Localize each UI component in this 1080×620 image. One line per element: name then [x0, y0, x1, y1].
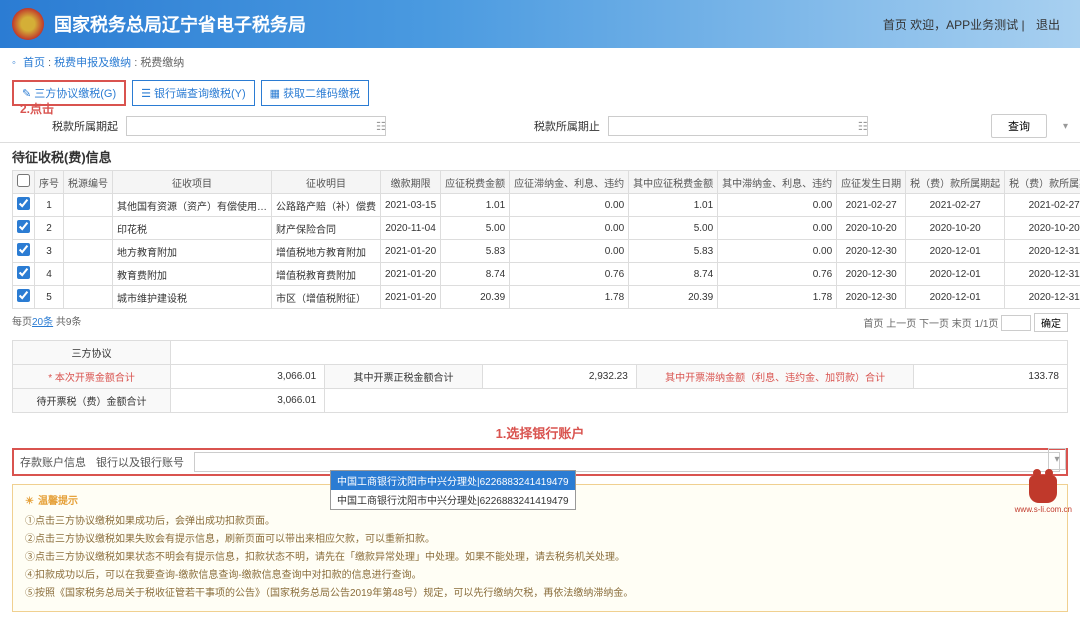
hint-line: ⑤按照《国家税务总局关于税收征管若干事项的公告》（国家税务总局公告2019年第4…: [25, 585, 1055, 603]
welcome-text: 首页 欢迎，APP业务测试 |: [883, 18, 1025, 32]
row-checkbox[interactable]: [17, 220, 30, 233]
select-all-checkbox[interactable]: [17, 174, 30, 187]
table-row: 3地方教育附加增值税地方教育附加 2021-01-205.830.005.830…: [13, 240, 1080, 263]
pending-invoice-value: 3,066.01: [171, 389, 325, 413]
table-header: 征收明目: [272, 171, 381, 194]
table-header: 缴款期限: [381, 171, 441, 194]
hint-line: ①点击三方协议缴税如果成功后，会弹出成功扣款页面。: [25, 513, 1055, 531]
table-header: 征收项目: [113, 171, 272, 194]
page-input[interactable]: [1001, 315, 1031, 331]
pending-invoice-label: 待开票税（费）金额合计: [13, 389, 171, 413]
row-checkbox[interactable]: [17, 266, 30, 279]
table-header: 应征发生日期: [837, 171, 906, 194]
bank-dropdown-trigger[interactable]: ▾: [1048, 448, 1066, 470]
row-checkbox[interactable]: [17, 289, 30, 302]
table-header: 其中滞纳金、利息、违约: [718, 171, 837, 194]
app-title: 国家税务总局辽宁省电子税务局: [54, 11, 306, 37]
table-header: 应征滞纳金、利息、违约: [510, 171, 629, 194]
table-row: 2印花税财产保险合同 2020-11-045.000.005.000.00 20…: [13, 217, 1080, 240]
tax-table-wrap: 序号税源编号征收项目征收明目缴款期限应征税费金额应征滞纳金、利息、违约其中应征税…: [0, 170, 1080, 309]
period-to-label: 税款所属期止: [534, 118, 600, 134]
calendar-icon[interactable]: ☷: [858, 120, 868, 133]
total-invoice-value: 3,066.01: [171, 365, 325, 389]
tab-qrcode[interactable]: ▦获取二维码缴税: [261, 80, 369, 106]
table-row: 1其他国有资源（资产）有偿使用…公路路产赔（补）偿费 2021-03-151.0…: [13, 194, 1080, 217]
hint-line: ④扣款成功以后，可以在我要查询-缴款信息查询-缴款信息查询中对扣款的信息进行查询…: [25, 567, 1055, 585]
table-header: 税源编号: [64, 171, 113, 194]
row-checkbox[interactable]: [17, 243, 30, 256]
logout-link[interactable]: 退出: [1036, 18, 1060, 32]
corner-url: www.s-li.com.cn: [1015, 505, 1072, 514]
chevron-down-icon[interactable]: ▾: [1063, 121, 1068, 132]
bank-account-label: 银行以及银行账号: [96, 454, 184, 470]
late-invoice-label: 其中开票滞纳金额（利息、违约金、加罚款）合计: [636, 365, 914, 389]
app-header: 国家税务总局辽宁省电子税务局 首页 欢迎，APP业务测试 | 退出: [0, 0, 1080, 48]
hint-line: ②点击三方协议缴税如果失败会有提示信息，刷新页面可以带出来相应欠款，可以重新扣款…: [25, 531, 1055, 549]
table-header: 其中应征税费金额: [629, 171, 718, 194]
deposit-account-label: 存款账户信息: [20, 454, 86, 470]
mascot-icon: [1029, 475, 1057, 503]
table-row: 5城市维护建设税市区（增值税附征） 2021-01-2020.391.7820.…: [13, 286, 1080, 309]
bank-option[interactable]: 中国工商银行沈阳市中兴分理处|6226883241419479: [331, 490, 575, 509]
list-icon: ☰: [141, 87, 151, 100]
summary-tripartite-label: 三方协议: [13, 341, 171, 365]
bank-option-selected[interactable]: 中国工商银行沈阳市中兴分理处|6226883241419479: [331, 471, 575, 490]
calendar-icon[interactable]: ☷: [376, 120, 386, 133]
breadcrumb-l2: 税费缴纳: [140, 57, 184, 69]
bank-select-wrap: 存款账户信息 银行以及银行账号 ▾ 中国工商银行沈阳市中兴分理处|6226883…: [0, 448, 1080, 476]
breadcrumb: ◦ 首页 : 税费申报及缴纳 : 税费缴纳: [0, 48, 1080, 76]
bank-dropdown: 中国工商银行沈阳市中兴分理处|6226883241419479 中国工商银行沈阳…: [330, 470, 576, 510]
summary-table: 三方协议 * 本次开票金额合计 3,066.01 其中开票正税金额合计 2,93…: [12, 340, 1068, 413]
annotation-select-bank: 1.选择银行账户: [0, 417, 1080, 448]
section-title: 待征收税(费)信息: [0, 143, 1080, 170]
page-go-button[interactable]: 确定: [1034, 313, 1068, 332]
period-to-input[interactable]: [608, 116, 868, 136]
sun-icon: ☀: [25, 493, 34, 511]
filter-row: 税款所属期起 ☷ 税款所属期止 ☷ 查询 ▾: [0, 110, 1080, 143]
total-invoice-label: * 本次开票金额合计: [13, 365, 171, 389]
table-row: 4教育费附加增值税教育费附加 2021-01-208.740.768.740.7…: [13, 263, 1080, 286]
action-tabs: ✎三方协议缴税(G) ☰银行端查询缴税(Y) ▦获取二维码缴税 2.点击: [0, 76, 1080, 110]
table-header: 序号: [35, 171, 64, 194]
corner-logo: www.s-li.com.cn: [1015, 475, 1072, 514]
table-header: 税（费）款所属期起: [906, 171, 1005, 194]
annotation-click: 2.点击: [20, 100, 54, 117]
header-user-area: 首页 欢迎，APP业务测试 | 退出: [879, 16, 1064, 33]
marker-icon: ◦: [12, 57, 16, 69]
tax-invoice-value: 2,932.23: [482, 365, 636, 389]
period-from-input[interactable]: [126, 116, 386, 136]
tax-invoice-label: 其中开票正税金额合计: [325, 365, 483, 389]
page-size-link[interactable]: 20条: [32, 317, 53, 328]
hint-line: ③点击三方协议缴税如果状态不明会有提示信息，扣款状态不明，请先在「缴款异常处理」…: [25, 549, 1055, 567]
bank-account-input[interactable]: [194, 452, 1060, 472]
qr-icon: ▦: [270, 87, 280, 100]
table-header: 税（费）款所属期止: [1005, 171, 1080, 194]
breadcrumb-l1[interactable]: 税费申报及缴纳: [54, 57, 131, 69]
row-checkbox[interactable]: [17, 197, 30, 210]
edit-icon: ✎: [22, 87, 31, 100]
late-invoice-value: 133.78: [914, 365, 1068, 389]
query-button[interactable]: 查询: [991, 114, 1047, 138]
period-from-label: 税款所属期起: [52, 118, 118, 134]
breadcrumb-home[interactable]: 首页: [23, 57, 45, 69]
tab-bank-query[interactable]: ☰银行端查询缴税(Y): [132, 80, 255, 106]
tax-table: 序号税源编号征收项目征收明目缴款期限应征税费金额应征滞纳金、利息、违约其中应征税…: [12, 170, 1080, 309]
gov-logo-icon: [12, 8, 44, 40]
table-header: 应征税费金额: [441, 171, 510, 194]
pager-nav[interactable]: 首页 上一页 下一页 末页 1/1页: [863, 319, 998, 330]
chevron-down-icon: ▾: [1054, 454, 1059, 465]
pager: 每页20条 共9条 首页 上一页 下一页 末页 1/1页 确定: [0, 309, 1080, 336]
